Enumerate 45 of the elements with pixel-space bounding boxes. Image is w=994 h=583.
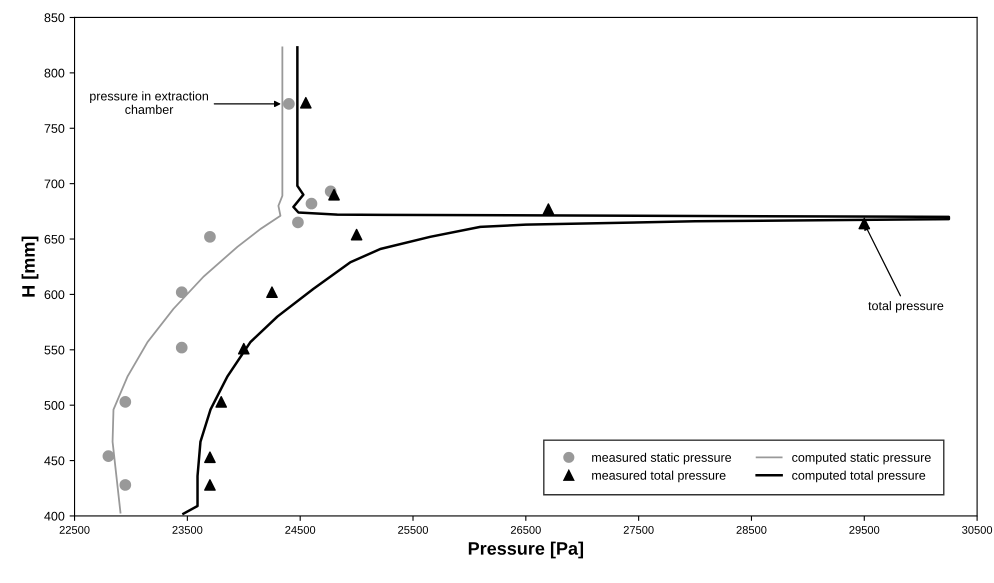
y-tick-label: 850 [44,13,64,22]
point [542,203,554,215]
x-tick-label: 24500 [285,526,316,534]
point [306,198,318,210]
x-axis-title: Pressure [Pa] [468,542,584,558]
point [328,188,340,201]
point [119,479,132,491]
point [176,286,188,298]
point [238,342,250,355]
point [266,286,278,298]
y-tick-label: 700 [44,179,64,188]
point [204,479,216,491]
x-tick-label: 26500 [510,526,541,534]
point [292,216,304,228]
y-tick-label: 400 [44,512,64,521]
point [283,98,295,110]
y-tick-label: 600 [44,290,64,300]
legend-label: measured static pressure [592,452,732,464]
point [350,228,362,240]
point [102,450,114,462]
point [204,230,216,243]
legend-label: computed total pressure [792,470,926,482]
x-tick-label: 25500 [398,526,428,534]
x-tick-label: 23500 [172,526,202,534]
y-tick-label: 500 [44,400,64,410]
x-tick-label: 29500 [849,526,880,534]
x-tick-label: 22500 [60,526,90,534]
y-tick-label: 800 [44,68,64,78]
x-tick-label: 30500 [962,526,992,534]
y-tick-label: 650 [44,234,64,244]
y-axis-title: H [mm] [22,236,38,297]
point [300,96,312,109]
point [204,451,216,464]
x-tick-label: 27500 [624,526,654,534]
point [119,396,132,408]
point [176,342,188,354]
legend-label: computed static pressure [792,452,931,464]
y-tick-label: 550 [44,346,64,354]
annotation: pressure in extraction chamber [90,91,208,114]
legend-label: measured total pressure [592,470,726,482]
annotation: total pressure [868,301,944,313]
y-tick-label: 750 [44,124,64,133]
point [215,396,228,408]
x-tick-label: 28500 [736,526,766,534]
y-tick-label: 450 [44,456,64,466]
